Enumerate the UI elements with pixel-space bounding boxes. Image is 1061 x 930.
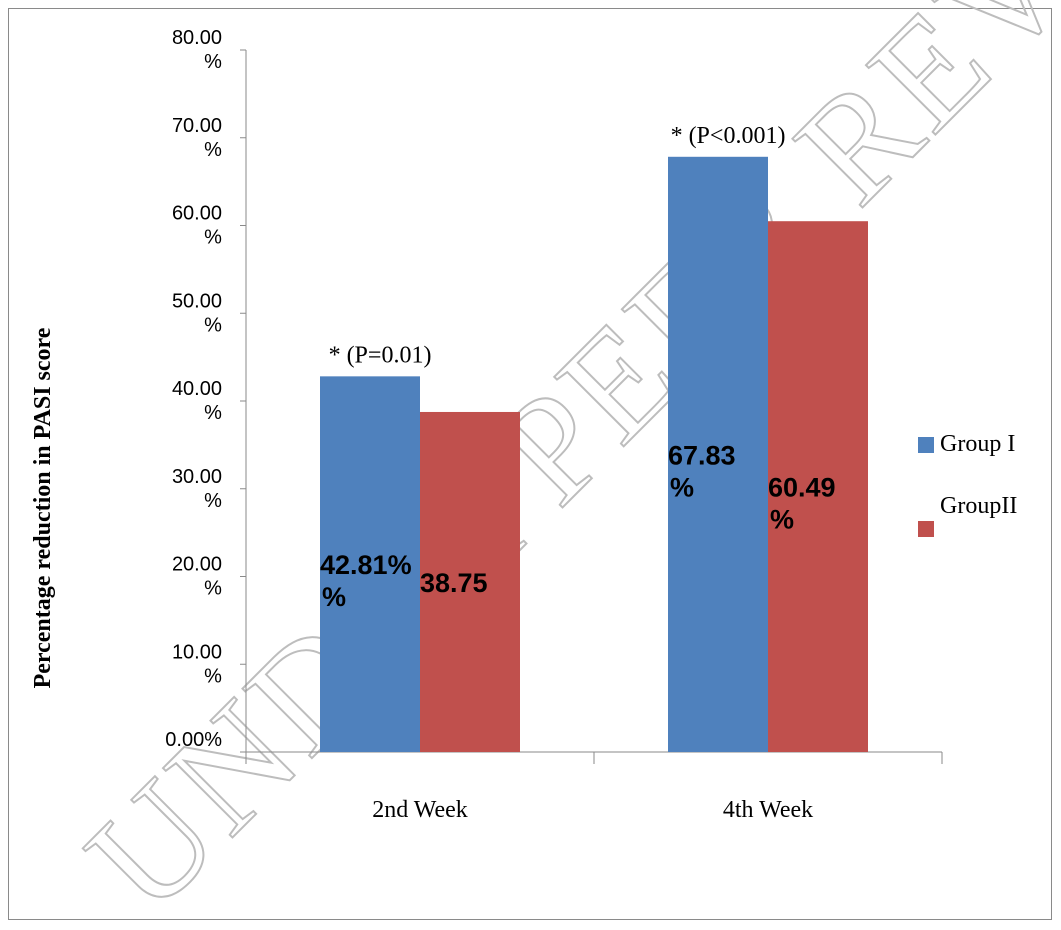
bars bbox=[320, 156, 868, 752]
significance-annotation: * (P=0.01) bbox=[329, 342, 432, 368]
legend-label: Group I bbox=[940, 431, 1015, 457]
y-tick-label: 40.00 bbox=[172, 378, 222, 400]
legend-label: GroupII bbox=[940, 493, 1017, 519]
data-label-unit: % bbox=[770, 505, 794, 535]
y-tick-label: 10.00 bbox=[172, 641, 222, 663]
bar-group-ii bbox=[768, 221, 868, 752]
y-tick-label: 30.00 bbox=[172, 466, 222, 488]
y-tick-label-unit: % bbox=[204, 490, 222, 512]
y-tick-label-unit: % bbox=[204, 578, 222, 600]
y-tick-label: 50.00 bbox=[172, 290, 222, 312]
y-tick-label-unit: % bbox=[204, 139, 222, 161]
y-tick-label: 60.00 bbox=[172, 203, 222, 225]
significance-annotation: * (P<0.001) bbox=[671, 123, 786, 149]
data-label: 38.75 bbox=[420, 568, 488, 598]
y-tick-label-unit: % bbox=[204, 314, 222, 336]
y-tick-label: 70.00 bbox=[172, 115, 222, 137]
chart-frame bbox=[8, 8, 1052, 920]
y-tick-label: 0.00% bbox=[165, 729, 222, 751]
data-label: 67.83 bbox=[668, 440, 736, 470]
legend-swatch bbox=[918, 521, 934, 537]
bar-group-i bbox=[668, 156, 768, 752]
x-category-label: 2nd Week bbox=[372, 797, 468, 823]
data-label: 42.81% bbox=[320, 550, 412, 580]
y-tick-label-unit: % bbox=[204, 227, 222, 249]
bar-group-ii bbox=[420, 411, 520, 752]
legend: Group I GroupII bbox=[918, 431, 1017, 537]
y-tick-label-unit: % bbox=[204, 51, 222, 73]
y-axis-label: Percentage reduction in PASI score bbox=[30, 327, 56, 688]
bar-group-i bbox=[320, 376, 420, 752]
data-label-unit: % bbox=[322, 582, 346, 612]
y-tick-label-unit: % bbox=[204, 665, 222, 687]
y-tick-label: 20.00 bbox=[172, 554, 222, 576]
legend-swatch bbox=[918, 437, 934, 453]
data-label: 60.49 bbox=[768, 473, 836, 503]
data-label-unit: % bbox=[670, 472, 694, 502]
y-tick-label-unit: % bbox=[204, 402, 222, 424]
x-category-label: 4th Week bbox=[723, 797, 813, 823]
y-tick-label: 80.00 bbox=[172, 27, 222, 49]
axes: 0.00%10.00%20.00%30.00%40.00%50.00%60.00… bbox=[165, 27, 943, 823]
